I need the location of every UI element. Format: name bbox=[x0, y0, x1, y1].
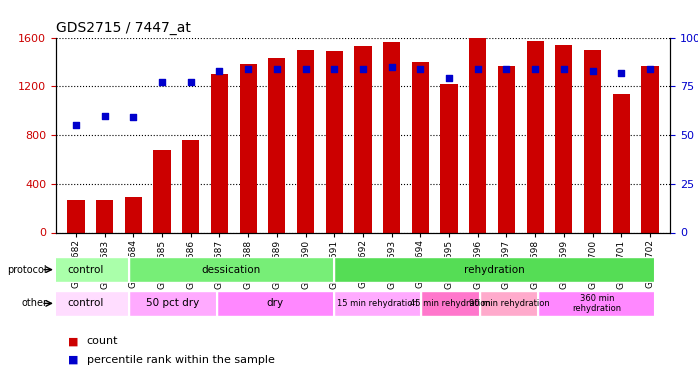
FancyBboxPatch shape bbox=[41, 258, 129, 282]
Text: 360 min
rehydration: 360 min rehydration bbox=[572, 294, 621, 313]
Text: ■: ■ bbox=[68, 336, 79, 346]
Text: dessication: dessication bbox=[202, 265, 261, 274]
Point bbox=[185, 80, 196, 86]
Point bbox=[70, 122, 82, 128]
Text: dry: dry bbox=[267, 298, 284, 308]
Point bbox=[386, 64, 397, 70]
Bar bbox=[641, 66, 659, 232]
FancyBboxPatch shape bbox=[480, 291, 538, 315]
Text: control: control bbox=[67, 298, 103, 308]
Point bbox=[156, 80, 168, 86]
Point bbox=[587, 68, 598, 74]
Text: protocol: protocol bbox=[8, 265, 47, 274]
Bar bbox=[355, 46, 371, 232]
Bar bbox=[239, 64, 257, 232]
Text: other: other bbox=[21, 298, 47, 308]
Point bbox=[501, 66, 512, 72]
Bar bbox=[326, 51, 343, 232]
Bar bbox=[526, 41, 544, 232]
Text: 50 pct dry: 50 pct dry bbox=[146, 298, 200, 308]
Bar bbox=[383, 42, 400, 232]
Point bbox=[300, 66, 311, 72]
Point bbox=[530, 66, 541, 72]
Point bbox=[357, 66, 369, 72]
Text: 15 min rehydration: 15 min rehydration bbox=[337, 299, 418, 308]
Text: rehydration: rehydration bbox=[464, 265, 525, 274]
Point bbox=[644, 66, 655, 72]
Point bbox=[329, 66, 340, 72]
Point bbox=[99, 112, 110, 118]
Point bbox=[616, 70, 627, 76]
Text: 45 min rehydration: 45 min rehydration bbox=[410, 299, 491, 308]
FancyBboxPatch shape bbox=[538, 291, 655, 315]
Point bbox=[272, 66, 283, 72]
Bar bbox=[154, 150, 170, 232]
Point bbox=[443, 75, 454, 81]
FancyBboxPatch shape bbox=[129, 258, 334, 282]
Text: 90 min rehydration: 90 min rehydration bbox=[469, 299, 549, 308]
FancyBboxPatch shape bbox=[422, 291, 480, 315]
Bar bbox=[67, 200, 84, 232]
Point bbox=[243, 66, 254, 72]
Text: GDS2715 / 7447_at: GDS2715 / 7447_at bbox=[56, 21, 191, 35]
FancyBboxPatch shape bbox=[41, 291, 129, 315]
Text: ■: ■ bbox=[68, 355, 79, 365]
Point bbox=[214, 68, 225, 74]
Bar bbox=[412, 62, 429, 232]
Bar bbox=[96, 200, 113, 232]
Point bbox=[415, 66, 426, 72]
FancyBboxPatch shape bbox=[334, 291, 422, 315]
Bar bbox=[440, 84, 458, 232]
Bar bbox=[584, 50, 601, 232]
Bar bbox=[125, 197, 142, 232]
Bar bbox=[556, 45, 572, 232]
Bar bbox=[211, 74, 228, 232]
FancyBboxPatch shape bbox=[216, 291, 334, 315]
Bar bbox=[268, 58, 285, 232]
Bar bbox=[297, 50, 314, 232]
Bar bbox=[613, 94, 630, 232]
Text: count: count bbox=[87, 336, 118, 346]
Bar bbox=[498, 66, 515, 232]
FancyBboxPatch shape bbox=[334, 258, 655, 282]
Point bbox=[558, 66, 570, 72]
Text: percentile rank within the sample: percentile rank within the sample bbox=[87, 355, 274, 365]
Text: control: control bbox=[67, 265, 103, 274]
Bar bbox=[469, 38, 487, 232]
FancyBboxPatch shape bbox=[129, 291, 216, 315]
Bar bbox=[182, 140, 200, 232]
Point bbox=[128, 114, 139, 120]
Point bbox=[472, 66, 483, 72]
